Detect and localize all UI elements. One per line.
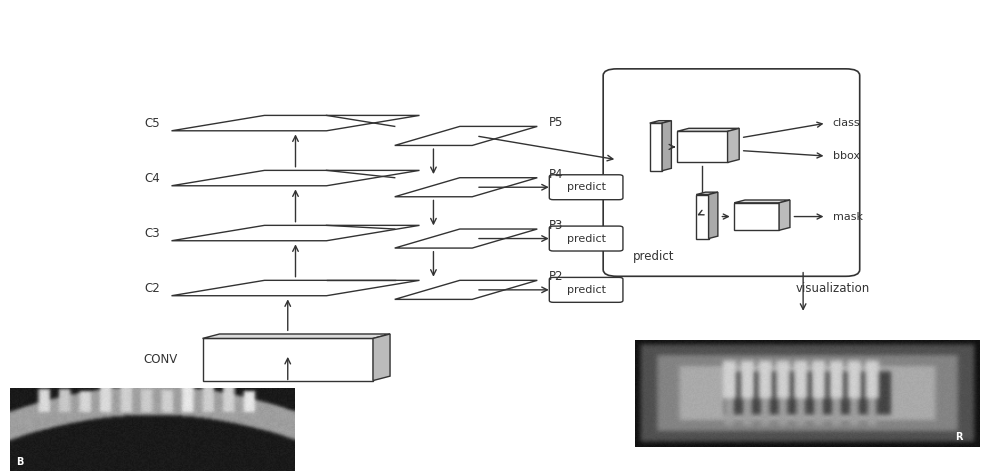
Text: C3: C3 xyxy=(144,227,160,239)
Polygon shape xyxy=(172,225,420,241)
Text: CONV: CONV xyxy=(143,353,178,366)
Text: P5: P5 xyxy=(549,116,563,129)
Text: bbox: bbox xyxy=(833,151,860,161)
Polygon shape xyxy=(202,334,390,338)
Polygon shape xyxy=(373,334,390,381)
Polygon shape xyxy=(395,280,537,299)
Text: P2: P2 xyxy=(549,270,563,283)
Text: mask: mask xyxy=(833,211,863,221)
Text: C4: C4 xyxy=(144,171,160,185)
Polygon shape xyxy=(172,170,420,186)
Polygon shape xyxy=(662,121,671,171)
Polygon shape xyxy=(779,200,790,230)
Polygon shape xyxy=(395,127,537,146)
Polygon shape xyxy=(709,192,718,238)
Text: predict: predict xyxy=(633,250,674,263)
Polygon shape xyxy=(734,200,790,203)
Text: C5: C5 xyxy=(144,117,160,129)
Polygon shape xyxy=(728,129,739,162)
Text: P3: P3 xyxy=(549,219,563,232)
Text: B: B xyxy=(16,457,23,467)
Polygon shape xyxy=(696,192,718,195)
Text: predict: predict xyxy=(567,234,606,244)
Polygon shape xyxy=(696,195,709,238)
FancyBboxPatch shape xyxy=(549,175,623,200)
FancyBboxPatch shape xyxy=(549,226,623,251)
Polygon shape xyxy=(395,229,537,248)
Text: predict: predict xyxy=(567,182,606,192)
Polygon shape xyxy=(395,178,537,197)
FancyBboxPatch shape xyxy=(603,69,860,276)
Text: class: class xyxy=(833,118,860,128)
FancyBboxPatch shape xyxy=(549,278,623,302)
Polygon shape xyxy=(172,280,420,296)
Text: visualization: visualization xyxy=(795,281,870,295)
Text: R: R xyxy=(955,432,963,442)
Polygon shape xyxy=(650,123,662,171)
Polygon shape xyxy=(677,131,728,162)
Text: P4: P4 xyxy=(549,168,563,180)
Polygon shape xyxy=(202,338,373,381)
Polygon shape xyxy=(650,121,671,123)
Text: C2: C2 xyxy=(144,281,160,295)
Polygon shape xyxy=(172,115,420,131)
Polygon shape xyxy=(734,203,779,230)
Polygon shape xyxy=(677,129,739,131)
Text: predict: predict xyxy=(567,285,606,295)
